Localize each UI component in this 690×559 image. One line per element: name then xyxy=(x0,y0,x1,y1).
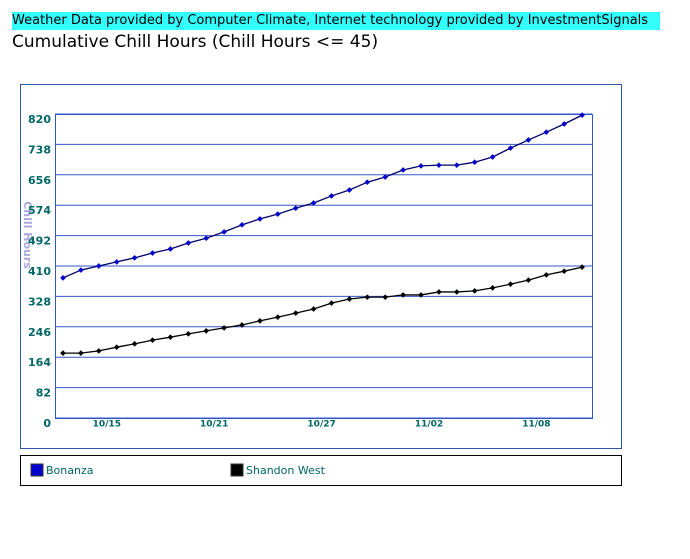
data-point xyxy=(382,294,389,300)
data-point xyxy=(543,129,550,135)
data-point xyxy=(274,314,281,320)
data-point xyxy=(525,137,532,143)
data-point xyxy=(203,235,210,242)
data-point xyxy=(113,259,120,265)
data-point xyxy=(364,294,371,300)
data-point xyxy=(149,337,156,343)
data-point xyxy=(131,341,138,347)
data-point xyxy=(257,216,263,222)
data-point xyxy=(489,285,496,291)
y-tick-label: 738 xyxy=(28,143,51,156)
data-point xyxy=(579,112,585,118)
data-point xyxy=(95,348,102,354)
data-point xyxy=(221,229,227,235)
legend-label: Bonanza xyxy=(46,464,93,477)
data-point xyxy=(453,162,460,168)
y-tick-label: 492 xyxy=(28,235,51,248)
data-point xyxy=(471,288,478,294)
x-tick-label: 11/02 xyxy=(415,420,443,430)
data-point xyxy=(274,211,281,217)
data-point xyxy=(113,344,120,351)
data-point xyxy=(78,350,84,356)
data-point xyxy=(239,322,245,328)
data-point xyxy=(167,334,174,341)
y-axis-title: Chill Hours xyxy=(21,201,34,269)
data-point xyxy=(418,292,424,298)
y-tick-label: 0 xyxy=(43,417,51,430)
data-point xyxy=(292,205,299,211)
data-point xyxy=(507,145,514,151)
data-point xyxy=(561,268,568,275)
data-point xyxy=(257,318,263,324)
chart-frame xyxy=(20,84,622,449)
x-tick-label: 11/08 xyxy=(522,420,550,430)
y-tick-label: 82 xyxy=(36,387,51,400)
data-point xyxy=(203,328,210,334)
legend-label: Shandon West xyxy=(246,464,326,477)
data-point xyxy=(328,300,335,306)
y-tick-label: 246 xyxy=(28,326,51,339)
y-tick-label: 410 xyxy=(28,265,51,278)
data-point xyxy=(436,289,442,295)
data-point xyxy=(543,272,550,278)
data-point xyxy=(185,331,192,337)
x-tick-label: 10/15 xyxy=(93,420,121,430)
data-point xyxy=(382,174,389,180)
y-tick-label: 820 xyxy=(28,113,51,126)
data-point xyxy=(453,289,460,295)
data-point xyxy=(310,200,317,206)
data-point xyxy=(60,350,66,356)
data-point xyxy=(507,281,514,287)
data-point xyxy=(185,240,192,246)
data-point xyxy=(489,154,496,160)
data-point xyxy=(131,255,138,261)
legend-swatch xyxy=(230,463,244,477)
y-tick-label: 574 xyxy=(28,204,51,217)
data-point xyxy=(364,179,371,186)
data-point xyxy=(400,167,406,173)
legend-frame xyxy=(20,455,622,486)
data-point xyxy=(418,163,424,169)
y-tick-label: 164 xyxy=(28,356,51,369)
data-point xyxy=(239,222,245,228)
x-tick-label: 10/21 xyxy=(200,420,228,430)
y-tick-label: 656 xyxy=(28,174,51,187)
data-point xyxy=(95,263,102,269)
data-point xyxy=(78,267,84,273)
data-point xyxy=(525,277,532,283)
series-line xyxy=(62,114,583,279)
data-point xyxy=(310,306,317,312)
data-point xyxy=(167,246,174,252)
y-tick-label: 328 xyxy=(28,295,51,308)
data-point xyxy=(436,162,442,168)
header-bar: Weather Data provided by Computer Climat… xyxy=(12,12,660,30)
data-point xyxy=(579,264,585,270)
data-point xyxy=(221,325,227,331)
x-tick-label: 10/27 xyxy=(307,420,335,430)
chart-title: Cumulative Chill Hours (Chill Hours <= 4… xyxy=(12,32,379,52)
series-line xyxy=(63,266,583,354)
data-point xyxy=(471,159,478,166)
data-point xyxy=(328,193,335,199)
data-point xyxy=(60,275,66,281)
data-point xyxy=(346,296,353,302)
data-point xyxy=(561,121,568,127)
data-point xyxy=(149,250,156,256)
legend-swatch xyxy=(30,463,44,477)
data-point xyxy=(400,292,406,298)
data-point xyxy=(346,187,353,193)
data-point xyxy=(292,310,299,316)
